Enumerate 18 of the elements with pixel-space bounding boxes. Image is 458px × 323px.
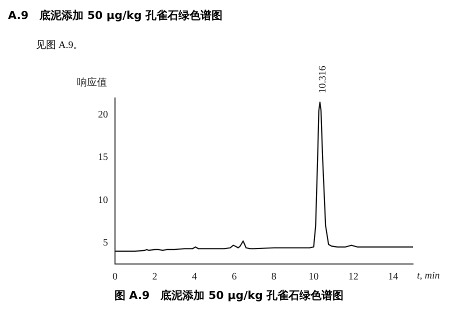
x-axis-title: t, min xyxy=(417,270,440,282)
x-tick-label: 4 xyxy=(192,272,197,283)
y-tick-label: 20 xyxy=(98,110,108,121)
chart-subtitle: 见图 A.9。 xyxy=(36,39,84,52)
y-tick-label: 10 xyxy=(98,194,108,206)
y-tick-label: 5 xyxy=(103,237,108,248)
x-tick-label: 8 xyxy=(271,272,276,283)
text: 图 A.9 底泥添加 50 μg/kg 孔雀石绿色谱图 xyxy=(113,288,345,303)
x-tick-label: 0 xyxy=(112,272,118,283)
chart-title: A.9 底泥添加 50 μg/kg 孔雀石绿色谱图 xyxy=(8,8,223,23)
y-axis-title: 响应值 xyxy=(77,76,107,89)
y-tick-label: 15 xyxy=(98,152,108,164)
x-tick-label: 12 xyxy=(348,272,358,283)
annotation: 10.316 xyxy=(318,66,329,94)
x-tick-label: 10 xyxy=(308,272,319,283)
x-tick-label: 2 xyxy=(152,272,158,283)
x-tick-label: 6 xyxy=(232,272,237,283)
x-tick-label: 14 xyxy=(388,272,398,283)
